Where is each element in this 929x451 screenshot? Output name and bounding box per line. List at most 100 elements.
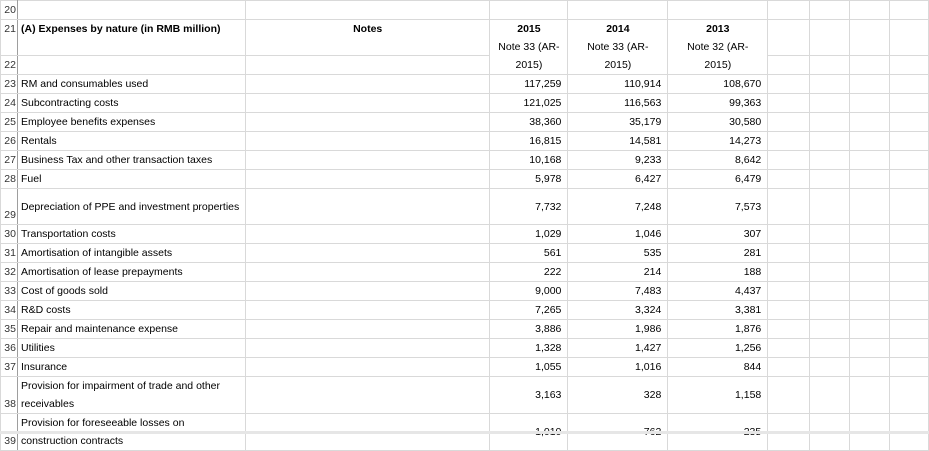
cell [809,224,851,244]
sheet-row: 26 Rentals 16,815 14,581 14,273 [0,131,929,151]
cell [809,93,851,113]
row-number: 27 [0,150,18,170]
sheet-row: 24 Subcontracting costs 121,025 116,563 99,3… [0,93,929,113]
cell [809,281,851,301]
sheet-row: 27 Business Tax and other transaction tax… [0,150,929,170]
sheet-row: 21 (A) Expenses by nature (in RMB million… [0,19,929,75]
value-cell: 7,265 [489,300,569,320]
row-number: 34 [0,300,18,320]
cell [809,19,851,56]
sheet-row: 28 Fuel 5,978 6,427 6,479 [0,169,929,189]
row-label: Rentals [16,131,246,151]
header-line: Note 33 (AR- [587,41,649,53]
row-label: Transportation costs [16,224,246,244]
value-cell: 4,437 [667,281,769,301]
row-number: 33 [0,281,18,301]
header-line: 2015) [515,59,543,71]
value-cell: 3,381 [667,300,769,320]
row-number: 31 [0,243,18,263]
sheet-row: 38 Provision for impairment of trade and … [0,376,929,414]
cell [889,150,929,170]
value-cell: 117,259 [489,74,569,94]
sheet-row: 25 Employee benefits expenses 38,360 35,179… [0,112,929,132]
notes-cell [244,300,491,320]
cell [489,0,569,20]
cell [809,131,851,151]
row-label: R&D costs [16,300,246,320]
cell [849,300,890,320]
cell [889,357,929,377]
cell [849,338,890,358]
row-label: Fuel [16,169,246,189]
value-cell: 1,328 [489,338,569,358]
value-cell: 1,016 [567,357,669,377]
sheet-row: 37 Insurance 1,055 1,016 844 [0,357,929,377]
cell [244,55,491,75]
cell [767,55,811,75]
row-label: Amortisation of intangible assets [16,243,246,263]
sheet-row: 31 Amortisation of intangible assets 561 53… [0,243,929,263]
cell [889,319,929,339]
sheet-row: 30 Transportation costs 1,029 1,046 307 [0,224,929,244]
cell [849,376,890,414]
cell [767,131,811,151]
row-label: Subcontracting costs [16,93,246,113]
scrollbar-edge [0,431,929,434]
cell [244,0,491,20]
value-cell: 10,168 [489,150,569,170]
sheet-row: 32 Amortisation of lease prepayments 222 21… [0,262,929,282]
cell [809,338,851,358]
cell [849,243,890,263]
cell [889,376,929,414]
value-cell: 6,479 [667,169,769,189]
row-label: Depreciation of PPE and investment prope… [16,188,246,225]
cell [889,93,929,113]
sheet-row: 29 Depreciation of PPE and investment pro… [0,188,929,225]
notes-cell [244,188,491,225]
value-cell: 9,233 [567,150,669,170]
value-cell: 281 [667,243,769,263]
notes-cell [244,262,491,282]
value-cell: 121,025 [489,93,569,113]
cell [667,0,769,20]
value-cell: 1,055 [489,357,569,377]
value-cell: 99,363 [667,93,769,113]
cell [889,262,929,282]
cell [849,74,890,94]
notes-cell [244,243,491,263]
cell [889,55,929,75]
cell [889,112,929,132]
value-cell: 7,483 [567,281,669,301]
row-number: 20 [0,0,18,20]
cell [809,376,851,414]
notes-cell [244,224,491,244]
cell [809,243,851,263]
cell [809,319,851,339]
cell [809,357,851,377]
cell [889,19,929,56]
cell [767,338,811,358]
cell [849,55,890,75]
sheet-row: 34 R&D costs 7,265 3,324 3,381 [0,300,929,320]
row-number: 37 [0,357,18,377]
value-cell: 561 [489,243,569,263]
value-cell: 1,876 [667,319,769,339]
notes-cell [244,376,491,414]
row-label: RM and consumables used [16,74,246,94]
cell [849,224,890,244]
cell [767,262,811,282]
cell [849,169,890,189]
value-cell: 188 [667,262,769,282]
cell [849,150,890,170]
cell [809,150,851,170]
value-cell: 328 [567,376,669,414]
cell [767,169,811,189]
cell [889,169,929,189]
notes-cell [244,281,491,301]
notes-cell [244,357,491,377]
value-cell: 8,642 [667,150,769,170]
value-cell: 7,573 [667,188,769,225]
cell [889,131,929,151]
